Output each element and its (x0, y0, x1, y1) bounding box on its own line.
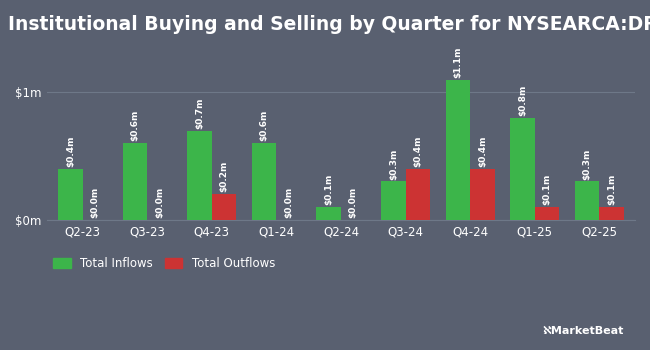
Bar (575, 181, 599, 220)
Text: $0.2m: $0.2m (220, 161, 229, 192)
Text: $0.1m: $0.1m (607, 174, 616, 205)
Bar (381, 181, 406, 220)
Bar (58, 169, 83, 220)
Bar (470, 169, 495, 220)
Text: $0.7m: $0.7m (195, 97, 204, 128)
Text: $0.0m: $0.0m (349, 187, 358, 218)
Text: $0.4m: $0.4m (66, 135, 75, 167)
Title: Institutional Buying and Selling by Quarter for NYSEARCA:DRN: Institutional Buying and Selling by Quar… (8, 15, 650, 34)
Text: $0.4m: $0.4m (413, 135, 423, 167)
Text: $0.0m: $0.0m (284, 187, 293, 218)
Bar (123, 143, 147, 220)
Text: $0.0m: $0.0m (155, 187, 164, 218)
Text: $0.1m: $0.1m (324, 174, 333, 205)
Bar (406, 169, 430, 220)
Text: ℵMarketBeat: ℵMarketBeat (543, 326, 624, 336)
Bar (187, 131, 212, 220)
Bar (317, 207, 341, 220)
Text: $0.1m: $0.1m (543, 174, 552, 205)
Text: $0.6m: $0.6m (131, 110, 139, 141)
Text: $0.3m: $0.3m (582, 148, 592, 180)
Bar (252, 143, 276, 220)
Bar (599, 207, 624, 220)
Bar (212, 194, 237, 220)
Bar (446, 79, 470, 220)
Text: $0.0m: $0.0m (90, 187, 99, 218)
Bar (510, 118, 535, 220)
Text: $0.8m: $0.8m (518, 84, 527, 116)
Text: $0.4m: $0.4m (478, 135, 487, 167)
Text: $1.1m: $1.1m (454, 46, 462, 78)
Bar (535, 207, 560, 220)
Text: $0.6m: $0.6m (259, 110, 268, 141)
Text: $0.3m: $0.3m (389, 148, 398, 180)
Legend: Total Inflows, Total Outflows: Total Inflows, Total Outflows (53, 257, 275, 270)
